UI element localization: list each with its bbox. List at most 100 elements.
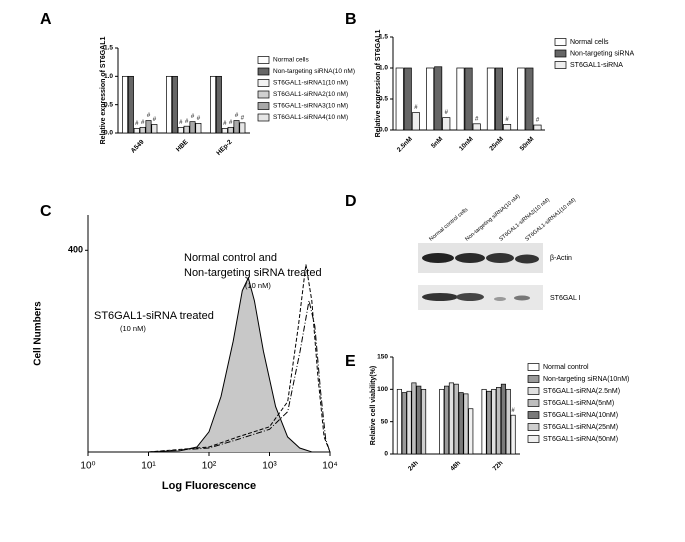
bar bbox=[215, 75, 222, 134]
bar bbox=[456, 67, 465, 131]
band bbox=[514, 295, 530, 301]
bar bbox=[151, 124, 158, 134]
legend-swatch bbox=[554, 61, 567, 69]
y-tick-label: 1.5 bbox=[379, 34, 388, 41]
legend-swatch bbox=[527, 363, 540, 371]
y-axis-label: Relative expression of ST6GAL1 bbox=[375, 30, 382, 138]
y-tick-label: 400 bbox=[68, 245, 83, 255]
legend-label: Normal cells bbox=[273, 57, 310, 64]
significance-mark: # bbox=[229, 120, 233, 126]
band bbox=[455, 253, 485, 263]
legend-swatch bbox=[527, 435, 540, 443]
bar bbox=[434, 66, 443, 131]
significance-mark: # bbox=[241, 115, 245, 121]
legend-label: ST6GAL1-siRNA(50nM) bbox=[543, 436, 618, 443]
legend-label: ST6GAL1-siRNA(2.5nM) bbox=[543, 388, 620, 395]
annotation: ST6GAL1-siRNA treated bbox=[94, 310, 214, 322]
legend-swatch bbox=[257, 102, 270, 110]
annotation: Normal control and bbox=[184, 252, 277, 264]
significance-mark: # bbox=[147, 113, 151, 119]
bar bbox=[453, 383, 459, 455]
legend-swatch bbox=[554, 38, 567, 46]
y-tick-label: 1.0 bbox=[379, 65, 388, 72]
legend-label: ST6GAL1-siRNA(10nM) bbox=[543, 412, 618, 419]
bar bbox=[239, 122, 246, 134]
significance-mark: # bbox=[135, 121, 139, 127]
histogram-line bbox=[148, 276, 313, 453]
annotation: (10 nM) bbox=[120, 324, 146, 333]
bar bbox=[458, 392, 464, 455]
legend-label: ST6GAL1-siRNA bbox=[570, 62, 623, 69]
bar bbox=[195, 123, 202, 134]
bar bbox=[227, 126, 234, 134]
annotation: (10 nM) bbox=[245, 281, 271, 290]
significance-mark: # bbox=[475, 116, 479, 122]
y-tick-label: 1.0 bbox=[104, 73, 113, 80]
bar bbox=[444, 385, 450, 455]
panel-letter: E bbox=[345, 353, 356, 370]
band bbox=[494, 297, 506, 301]
bar bbox=[171, 75, 178, 134]
bar bbox=[505, 388, 511, 455]
legend-swatch bbox=[554, 49, 567, 58]
legend-swatch bbox=[527, 375, 540, 383]
band bbox=[422, 293, 458, 301]
significance-mark: # bbox=[223, 121, 227, 127]
y-tick-label: 150 bbox=[377, 354, 388, 361]
x-tick-label: 10² bbox=[202, 461, 217, 472]
y-tick-label: 0.5 bbox=[379, 96, 388, 103]
bar bbox=[411, 112, 420, 131]
band bbox=[515, 254, 539, 264]
y-tick-label: 50 bbox=[381, 418, 389, 425]
bar bbox=[210, 75, 217, 134]
bar bbox=[421, 388, 427, 455]
band bbox=[486, 253, 514, 263]
panel-letter: B bbox=[345, 11, 357, 28]
bar bbox=[486, 390, 492, 455]
bar bbox=[406, 390, 412, 455]
significance-mark: # bbox=[414, 105, 418, 111]
x-tick-label: 10⁰ bbox=[80, 461, 95, 472]
bar bbox=[177, 126, 184, 134]
bar bbox=[166, 75, 173, 134]
x-tick-label: 10¹ bbox=[141, 461, 156, 472]
bar bbox=[221, 128, 228, 134]
y-tick-label: 0.0 bbox=[379, 127, 388, 134]
y-tick-label: 0.0 bbox=[104, 130, 113, 137]
bar bbox=[494, 67, 503, 131]
bar bbox=[463, 393, 469, 455]
bar bbox=[496, 387, 502, 455]
bar bbox=[127, 75, 134, 134]
legend-swatch bbox=[257, 90, 270, 99]
significance-mark: # bbox=[179, 120, 183, 126]
legend-label: Non-targeting siRNA(10 nM) bbox=[273, 68, 355, 75]
bar bbox=[133, 128, 140, 134]
y-tick-label: 100 bbox=[377, 386, 388, 393]
bar bbox=[464, 67, 473, 131]
legend-swatch bbox=[527, 399, 540, 407]
legend-swatch bbox=[257, 113, 270, 122]
y-axis-label: Relative expression of ST6GAL1 bbox=[100, 37, 107, 145]
legend-swatch bbox=[257, 67, 270, 76]
bar bbox=[500, 383, 506, 455]
y-tick-label: 1.5 bbox=[104, 45, 113, 52]
legend-swatch bbox=[527, 411, 540, 419]
histogram-line bbox=[148, 264, 331, 453]
legend-label: ST6GAL1-siRNA1(10 nM) bbox=[273, 80, 348, 87]
legend-label: Normal cells bbox=[570, 39, 609, 46]
bar bbox=[525, 67, 534, 131]
bar bbox=[503, 124, 512, 131]
x-tick-label: 10⁴ bbox=[322, 461, 337, 472]
bar bbox=[403, 67, 412, 131]
y-tick-label: 0.5 bbox=[104, 101, 113, 108]
significance-mark: # bbox=[511, 408, 515, 414]
bar bbox=[486, 67, 495, 131]
significance-mark: # bbox=[185, 119, 189, 125]
legend-label: ST6GAL1-siRNA4(10 nM) bbox=[273, 114, 348, 121]
legend-label: Non-targeting siRNA bbox=[570, 50, 635, 57]
legend-swatch bbox=[527, 423, 540, 431]
y-axis-label: Relative cell viability(%) bbox=[370, 366, 377, 445]
panel-letter: D bbox=[345, 193, 357, 210]
significance-mark: # bbox=[141, 120, 145, 126]
